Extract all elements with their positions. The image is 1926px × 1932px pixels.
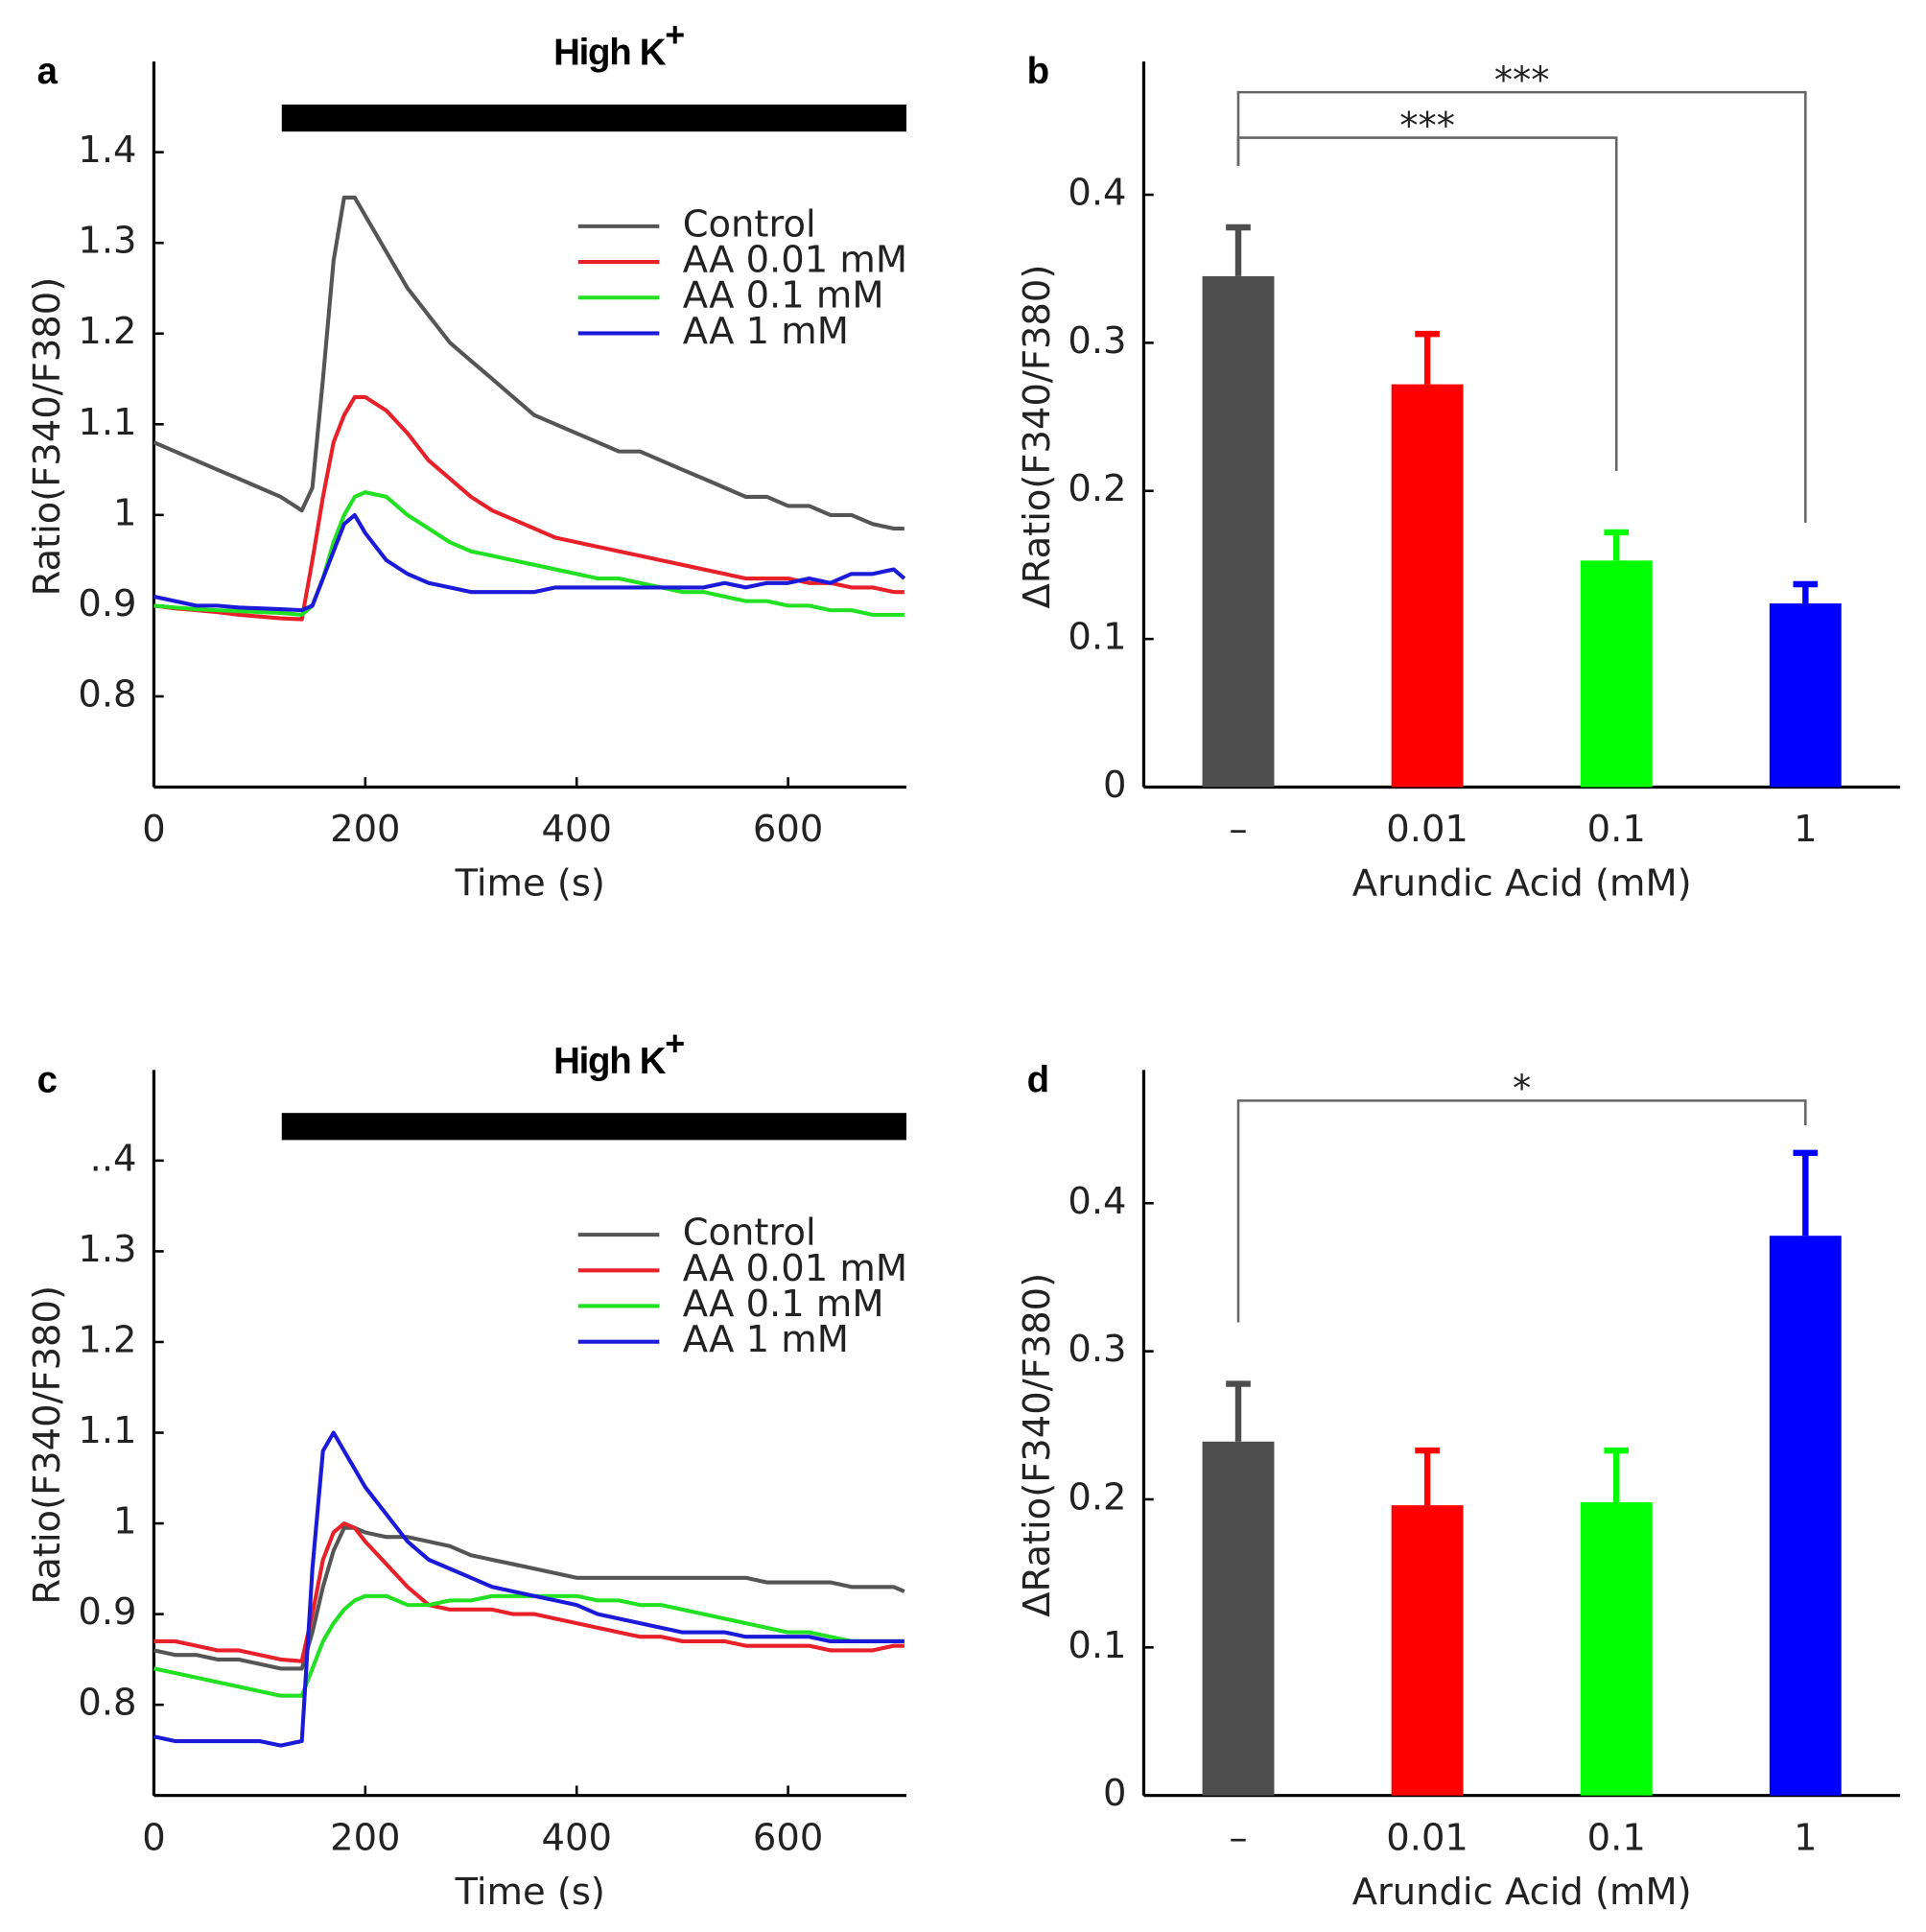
stimulus-label: High K+ [553,1025,684,1082]
data-line [153,1430,904,1748]
stimulus-text: High K [553,1041,667,1082]
significance-bracket [1236,1099,1807,1323]
y-tick-label: 1.1 [78,401,136,444]
y-tick-label: 0.1 [1068,1624,1126,1667]
data-line [153,490,904,617]
panel-label: b [1027,51,1049,92]
y-tick-label: 0 [1103,1772,1126,1815]
stimulus-label: High K+ [553,16,684,74]
legend-label: AA 1 mM [683,310,849,353]
y-tick-label: 0.2 [1068,1475,1126,1519]
y-tick-label: 1 [113,491,136,534]
x-tick-label: 200 [330,1816,400,1859]
x-tick-label: 0.01 [1386,1816,1468,1859]
bar [1391,384,1464,788]
x-tick-label: 400 [542,808,612,851]
data-line [153,195,904,531]
y-tick-label: 0.4 [1068,172,1126,215]
significance-label: * [1513,1068,1531,1111]
panel-label: a [37,51,59,92]
y-tick-label: 0 [1103,764,1126,807]
x-axis-label: Time (s) [455,862,605,906]
x-tick-label: 200 [330,808,400,851]
bar [1202,275,1275,788]
x-tick-label: 1 [1794,1816,1817,1859]
legend-label: AA 0.01 mM [683,1247,907,1290]
y-tick-label: 1 [113,1500,136,1543]
y-tick-label: 1.3 [78,220,136,263]
bar [1580,560,1653,788]
y-tick-label: ..4 [90,1137,137,1180]
stimulus-bar [281,104,907,132]
y-tick-label: 0.8 [78,1682,136,1725]
significance-bracket [1236,90,1807,523]
data-line [153,1593,904,1698]
y-tick-label: 1.2 [78,1318,136,1361]
x-tick-label: 0.01 [1386,808,1468,851]
y-tick-label: 1.4 [78,129,136,172]
bar [1202,1441,1275,1796]
data-line [153,394,904,622]
y-axis-label: Ratio(F340/F380) [26,277,69,597]
stimulus-bar [281,1113,907,1141]
bar [1391,1505,1464,1796]
legend-label: AA 0.1 mM [683,1283,884,1326]
bar [1769,1236,1842,1796]
y-axis-label: Ratio(F340/F380) [26,1285,69,1605]
x-tick-label: 0 [142,808,165,851]
x-tick-label: 600 [753,808,823,851]
y-tick-label: 0.4 [1068,1180,1126,1223]
data-line [153,512,906,613]
y-tick-label: 0.8 [78,672,136,716]
x-tick-label: – [1229,1816,1247,1859]
x-axis-label: Time (s) [455,1871,605,1914]
x-axis-label: Arundic Acid (mM) [1352,862,1692,906]
x-axis-label: Arundic Acid (mM) [1352,1871,1692,1914]
y-tick-label: 1.3 [78,1228,136,1271]
y-tick-label: 0.9 [78,582,136,625]
y-axis-label: ΔRatio(F340/F380) [1016,1273,1059,1617]
y-axis-label: ΔRatio(F340/F380) [1016,265,1059,609]
bar [1769,603,1842,788]
panel-label: c [37,1059,58,1100]
x-tick-label: – [1229,808,1247,851]
stimulus-sup: + [665,16,684,55]
y-tick-label: 0.2 [1068,467,1126,510]
y-tick-label: 1.2 [78,310,136,353]
y-tick-label: 0.9 [78,1590,136,1634]
stimulus-text: High K [553,33,667,74]
data-line [153,1525,905,1671]
y-tick-label: 0.3 [1068,319,1126,363]
panel-label: d [1027,1059,1049,1100]
x-tick-label: 600 [753,1816,823,1859]
legend-label: AA 0.01 mM [683,239,907,282]
y-tick-label: 0.3 [1068,1328,1126,1371]
x-tick-label: 1 [1794,808,1817,851]
y-tick-label: 1.1 [78,1409,136,1452]
data-line [153,1521,904,1663]
y-tick-label: 0.1 [1068,616,1126,659]
x-tick-label: 0.1 [1587,808,1646,851]
x-tick-label: 0 [142,1816,165,1859]
legend-label: AA 0.1 mM [683,274,884,318]
significance-label: *** [1494,59,1550,102]
legend-label: AA 1 mM [683,1318,849,1361]
stimulus-sup: + [665,1025,684,1063]
x-tick-label: 400 [542,1816,612,1859]
significance-label: *** [1399,105,1455,148]
legend-label: Control [683,202,816,246]
bar [1580,1502,1653,1796]
x-tick-label: 0.1 [1587,1816,1646,1859]
legend-label: Control [683,1212,816,1255]
